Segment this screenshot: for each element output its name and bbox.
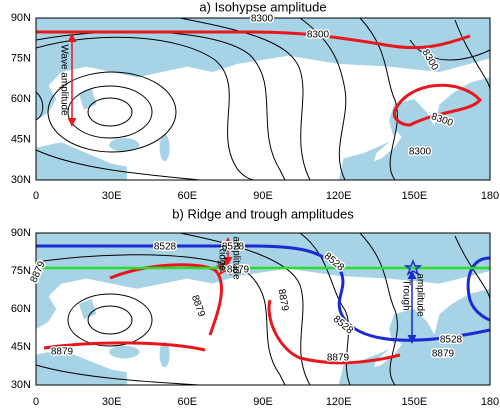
x-tick-label: 60E — [178, 396, 198, 408]
x-tick-label: 90E — [253, 396, 273, 408]
y-tick-label: 60N — [11, 303, 31, 315]
x-tick-label: 150E — [401, 190, 427, 202]
panel-a — [35, 17, 491, 181]
annotation: amplitude — [414, 273, 425, 317]
contour-label: 8528 — [440, 335, 463, 346]
panel-title: a) Isohypse amplitude — [199, 0, 326, 14]
x-tick-label: 90E — [253, 190, 273, 202]
x-tick-label: 120E — [326, 190, 352, 202]
x-tick-label: 0 — [33, 396, 39, 408]
contour-label: 8528 — [331, 314, 355, 337]
x-tick-label: 120E — [326, 396, 352, 408]
contour-label: 8879 — [432, 349, 455, 360]
y-tick-label: 30N — [11, 174, 31, 186]
panel-title: b) Ridge and trough amplitudes — [172, 206, 354, 221]
x-tick-label: 180 — [481, 190, 499, 202]
contour-label: 8300 — [307, 30, 330, 41]
y-tick-label: 60N — [11, 93, 31, 105]
y-tick-label: 45N — [11, 133, 31, 145]
y-tick-label: 30N — [11, 379, 31, 391]
contour-label: 8300 — [409, 147, 432, 158]
contour-label: 8879 — [327, 353, 350, 364]
x-tick-label: 30E — [102, 396, 122, 408]
contour-label: 8528 — [154, 242, 177, 253]
y-tick-label: 45N — [11, 341, 31, 353]
contour-label: 8879 — [51, 347, 74, 358]
annotation: Trough — [400, 279, 411, 310]
x-tick-label: 150E — [401, 396, 427, 408]
frame — [35, 17, 491, 181]
y-tick-label: 90N — [11, 12, 31, 24]
y-tick-label: 75N — [11, 265, 31, 277]
x-tick-label: 30E — [102, 190, 122, 202]
panel-b — [35, 232, 491, 386]
annotation: Wave amplitude — [58, 44, 69, 116]
contour-label: 8300 — [251, 14, 274, 25]
frame — [35, 232, 491, 386]
contour-label: 8879 — [276, 288, 291, 312]
y-tick-label: 75N — [11, 52, 31, 64]
annotation: Ridge — [216, 245, 227, 272]
contour-label: 8879 — [227, 265, 250, 276]
contours — [35, 232, 491, 386]
contour-label: 8879 — [189, 294, 207, 319]
contour-label: 8528 — [222, 242, 245, 253]
annotation: amplitude — [230, 236, 241, 280]
x-tick-label: 180 — [481, 396, 499, 408]
x-tick-label: 0 — [33, 190, 39, 202]
x-tick-label: 60E — [178, 190, 198, 202]
y-tick-label: 90N — [11, 227, 31, 239]
contours — [35, 17, 491, 181]
